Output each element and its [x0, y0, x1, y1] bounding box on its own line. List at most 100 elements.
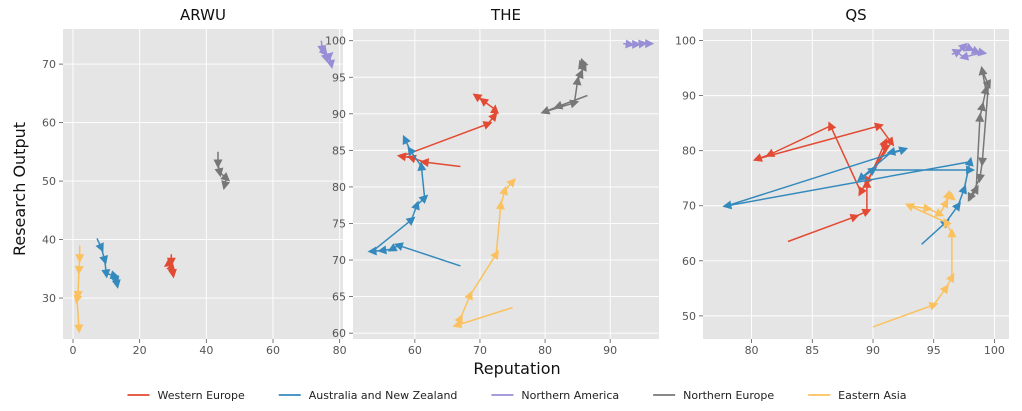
- arrow-marker-eastern-asia: [928, 302, 939, 311]
- panels: 0 20 40 60 80 30 40 50 60 70 ARWU 60 70 80 90 60 65 70 75 8…: [42, 6, 1009, 357]
- arrow-marker-australia-and-new-zealand: [952, 201, 961, 212]
- arrow-marker-australia-and-new-zealand: [964, 156, 974, 167]
- arrow-marker-australia-and-new-zealand: [867, 167, 878, 176]
- arrow-marker-northern-europe: [970, 184, 979, 195]
- panel-arwu: 0 20 40 60 80 30 40 50 60 70 ARWU: [42, 6, 347, 357]
- legend-entry-eastern-asia: Eastern Asia: [808, 389, 907, 402]
- arrow-marker-northern-america: [323, 51, 334, 62]
- arrow-marker-eastern-asia: [939, 284, 949, 295]
- arrow-marker-northern-america: [632, 39, 642, 49]
- arrow-marker-western-europe: [490, 104, 499, 114]
- arrow-marker-eastern-asia: [934, 208, 945, 217]
- arrow-marker-northern-america: [645, 39, 655, 49]
- arrow-marker-australia-and-new-zealand: [101, 268, 111, 279]
- legend-label: Eastern Asia: [838, 389, 906, 402]
- y-tick-label: 65: [332, 291, 346, 304]
- arrow-marker-eastern-asia: [454, 314, 463, 325]
- arrow-marker-northern-america: [977, 47, 988, 57]
- arrow-marker-western-europe: [858, 186, 867, 197]
- legend-label: Western Europe: [157, 389, 245, 402]
- arrow-marker-northern-america: [964, 43, 975, 52]
- arrow-marker-western-europe: [396, 152, 407, 162]
- series-group: [722, 42, 991, 328]
- y-tick-label: 30: [42, 292, 56, 305]
- arrow-marker-northern-europe: [575, 69, 584, 80]
- arrow-marker-eastern-asia: [74, 324, 84, 334]
- panel-qs: 80 85 90 95 100 50 60 70 80 90 100 QS: [675, 6, 1009, 357]
- y-axis-label: Research Output: [10, 122, 29, 256]
- arrow-marker-eastern-asia: [73, 294, 83, 305]
- plot-area: [353, 29, 659, 339]
- legend-entry-northern-america: Northern America: [491, 389, 619, 402]
- y-tick-label: 40: [42, 234, 56, 247]
- arrow-marker-eastern-asia: [499, 185, 509, 196]
- arrow-marker-eastern-asia: [940, 198, 949, 209]
- x-tick-label: 60: [266, 344, 280, 357]
- y-tick-label: 100: [675, 35, 696, 48]
- legend-label: Northern America: [521, 389, 619, 402]
- arrow-marker-eastern-asia: [495, 200, 505, 210]
- arrow-marker-australia-and-new-zealand: [402, 134, 411, 145]
- arrow-marker-northern-europe: [975, 112, 985, 122]
- arrow-marker-eastern-asia: [904, 203, 915, 212]
- x-axis-label: Reputation: [473, 359, 560, 378]
- arrow-marker-northern-america: [326, 59, 335, 70]
- arrow-marker-australia-and-new-zealand: [966, 165, 976, 175]
- y-tick-label: 85: [332, 144, 346, 157]
- arrow-marker-northern-europe: [982, 79, 991, 90]
- arrow-marker-australia-and-new-zealand: [393, 242, 404, 251]
- arrow-marker-australia-and-new-zealand: [898, 146, 909, 156]
- arrow-marker-northern-europe: [578, 59, 587, 70]
- arrow-marker-australia-and-new-zealand: [418, 194, 429, 204]
- arrow-marker-western-europe: [849, 213, 860, 223]
- arrow-marker-eastern-asia: [946, 272, 955, 283]
- arrow-marker-western-europe: [765, 148, 776, 157]
- arrow-marker-eastern-asia: [947, 228, 957, 238]
- x-tick-label: 100: [984, 344, 1005, 357]
- arrow-marker-northern-america: [958, 42, 968, 53]
- arrow-marker-northern-america: [951, 48, 962, 58]
- arrow-marker-western-europe: [861, 208, 872, 218]
- series-line-northern-europe: [969, 70, 990, 201]
- y-tick-label: 90: [332, 108, 346, 121]
- x-tick-label: 80: [745, 344, 759, 357]
- arrow-marker-northern-europe: [540, 105, 551, 115]
- arrow-marker-northern-europe: [977, 101, 986, 112]
- arrow-marker-northern-america: [959, 51, 970, 61]
- arrow-marker-australia-and-new-zealand: [722, 200, 733, 210]
- arrow-marker-northern-america: [318, 46, 328, 57]
- legend-label: Northern Europe: [683, 389, 774, 402]
- arrow-marker-northern-europe: [967, 191, 976, 202]
- x-tick-label: 95: [927, 344, 941, 357]
- arrow-marker-western-europe: [167, 268, 177, 279]
- arrow-marker-eastern-asia: [945, 191, 956, 201]
- x-tick-label: 60: [408, 344, 422, 357]
- arrow-marker-northern-europe: [220, 172, 231, 182]
- y-tick-label: 70: [682, 200, 696, 213]
- legend-entry-australia-and-new-zealand: Australia and New Zealand: [278, 389, 457, 402]
- arrow-marker-northern-europe: [980, 85, 990, 95]
- y-tick-label: 80: [332, 181, 346, 194]
- arrow-marker-eastern-asia: [490, 249, 499, 260]
- arrow-marker-northern-europe: [569, 99, 580, 109]
- arrow-marker-western-europe: [488, 112, 498, 122]
- y-tick-label: 75: [332, 217, 346, 230]
- x-tick-label: 40: [199, 344, 213, 357]
- y-tick-label: 50: [682, 310, 696, 323]
- panel-title: QS: [845, 6, 866, 24]
- y-tick-label: 50: [42, 175, 56, 188]
- series-group: [73, 40, 335, 334]
- arrow-marker-western-europe: [472, 93, 483, 103]
- arrow-marker-eastern-asia: [922, 203, 933, 213]
- arrow-marker-northern-europe: [553, 100, 564, 110]
- arrow-marker-australia-and-new-zealand: [99, 254, 108, 265]
- x-tick-label: 80: [333, 344, 347, 357]
- plot-area: [703, 29, 1009, 339]
- arrow-marker-western-europe: [885, 136, 895, 147]
- y-tick-label: 100: [325, 35, 346, 48]
- panel-title: ARWU: [180, 6, 226, 24]
- x-tick-label: 20: [133, 344, 147, 357]
- arrow-marker-australia-and-new-zealand: [367, 246, 377, 256]
- arrow-marker-australia-and-new-zealand: [886, 147, 897, 156]
